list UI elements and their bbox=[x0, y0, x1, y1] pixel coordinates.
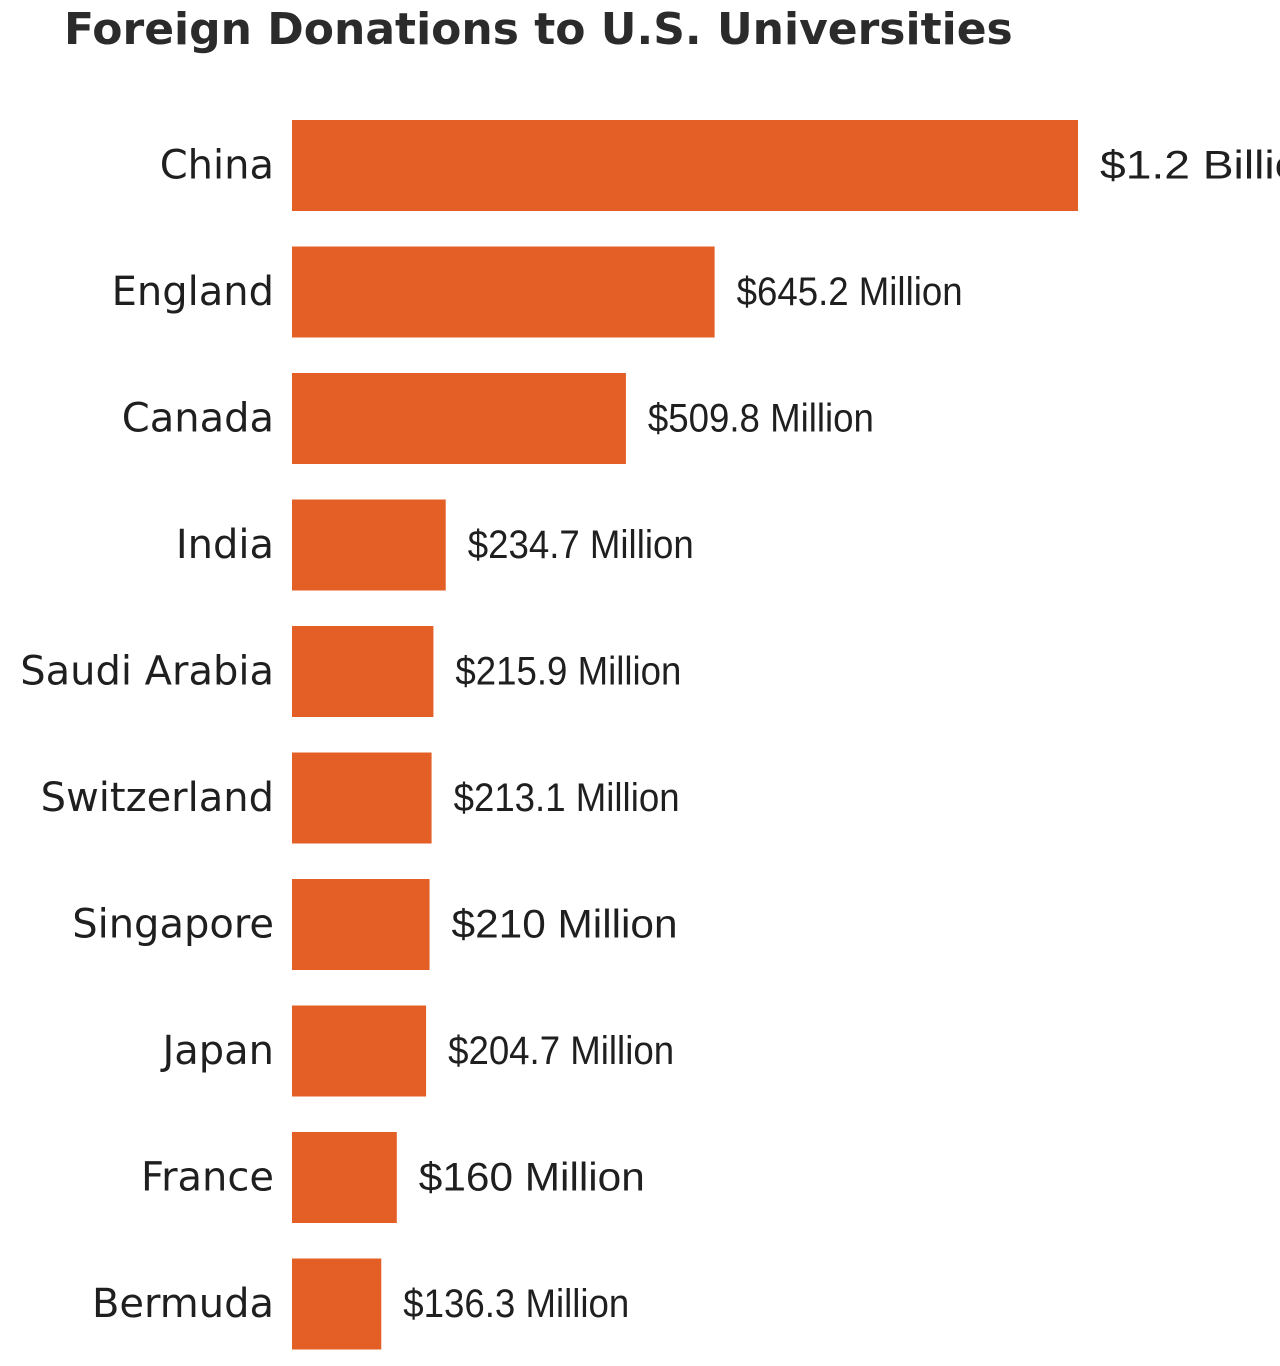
bar-india bbox=[292, 499, 446, 591]
category-label-switzerland: Switzerland bbox=[41, 775, 274, 821]
value-label-saudi-arabia: $215.9 Million bbox=[455, 650, 681, 694]
value-label-india: $234.7 Million bbox=[468, 523, 694, 567]
bar-bermuda bbox=[292, 1258, 382, 1350]
category-label-canada: Canada bbox=[122, 396, 274, 442]
value-label-england: $645.2 Million bbox=[737, 270, 963, 314]
value-label-japan: $204.7 Million bbox=[448, 1029, 674, 1073]
value-label-canada: $509.8 Million bbox=[648, 397, 874, 441]
bar-canada bbox=[292, 373, 626, 464]
value-label-switzerland: $213.1 Million bbox=[454, 776, 680, 820]
category-label-bermuda: Bermuda bbox=[92, 1281, 274, 1327]
category-label-england: England bbox=[112, 269, 274, 315]
chart-title: Foreign Donations to U.S. Universities bbox=[64, 4, 1013, 55]
bar-japan bbox=[292, 1005, 427, 1097]
category-label-india: India bbox=[176, 522, 274, 568]
value-label-bermuda: $136.3 Million bbox=[403, 1282, 629, 1326]
category-label-china: China bbox=[160, 143, 274, 189]
bar-england bbox=[292, 246, 715, 338]
value-label-china: $1.2 Billion bbox=[1100, 144, 1280, 188]
bar-singapore bbox=[292, 879, 430, 970]
bars-group: China $1.2 Billion England $645.2 Million Ca… bbox=[20, 120, 1280, 1350]
category-label-japan: Japan bbox=[159, 1028, 274, 1074]
category-label-singapore: Singapore bbox=[72, 902, 274, 948]
bar-saudi-arabia bbox=[292, 626, 434, 717]
category-label-france: France bbox=[141, 1155, 274, 1201]
category-label-saudi-arabia: Saudi Arabia bbox=[20, 649, 274, 695]
bar-switzerland bbox=[292, 752, 432, 844]
bar-china bbox=[292, 120, 1078, 211]
value-label-singapore: $210 Million bbox=[452, 903, 678, 947]
value-label-france: $160 Million bbox=[419, 1156, 645, 1200]
bar-france bbox=[292, 1132, 397, 1223]
